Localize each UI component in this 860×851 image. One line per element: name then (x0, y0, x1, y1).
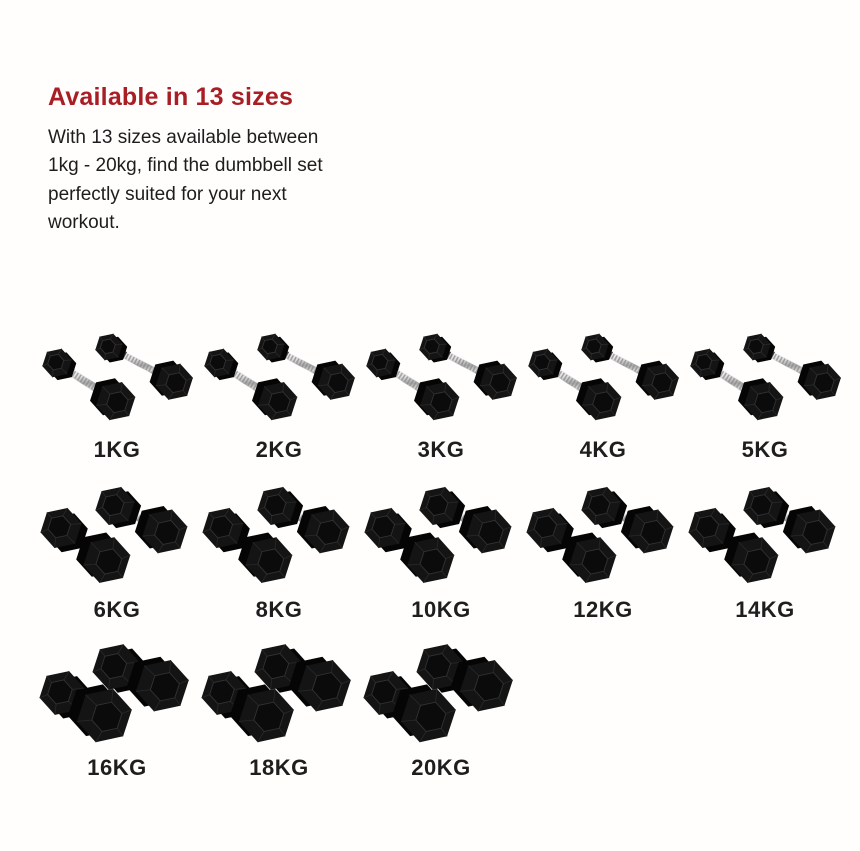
weight-label: 12KG (573, 597, 633, 622)
dumbbell-back (416, 643, 513, 712)
dumbbell-size-tile: 4KG (522, 330, 684, 463)
weight-label: 16KG (87, 755, 147, 780)
dumbbell-size-tile: 20KG (360, 643, 522, 781)
dumbbell-size-tile: 1KG (36, 330, 198, 463)
dumbbell-back (95, 333, 194, 401)
dumbbell-pair-illustration (198, 643, 360, 745)
sizes-row: 1KG 2KG 3KG 4KG 5KG (36, 330, 846, 463)
dumbbell-front (363, 670, 456, 743)
dumbbell-back (254, 643, 351, 712)
dumbbell-size-tile: 14KG (684, 478, 846, 623)
weight-label: 20KG (411, 755, 471, 780)
weight-label: 6KG (93, 597, 141, 622)
dumbbell-front (201, 670, 294, 743)
dumbbell-front (690, 348, 784, 421)
dumbbell-front (42, 348, 136, 421)
weight-label: 4KG (579, 437, 627, 462)
dumbbell-size-tile: 2KG (198, 330, 360, 463)
dumbbell-size-tile: 18KG (198, 643, 360, 781)
dumbbell-pair-illustration (199, 486, 359, 584)
dumbbell-back (581, 486, 674, 554)
sizes-row: 6KG 8KG 10KG 12KG 14KG (36, 478, 846, 623)
dumbbell-back (743, 333, 842, 401)
dumbbell-pair-illustration (37, 333, 197, 425)
intro-block: Available in 13 sizes With 13 sizes avai… (48, 83, 408, 238)
weight-label: 10KG (411, 597, 471, 622)
dumbbell-front (528, 348, 622, 421)
dumbbell-front (40, 507, 131, 584)
dumbbell-front (366, 348, 460, 421)
sizes-grid: 1KG 2KG 3KG 4KG 5KG 6KG 8KG 10KG 12KG 14KG 16KG 18K… (36, 330, 846, 781)
dumbbell-pair-illustration (685, 486, 845, 584)
intro-description: With 13 sizes available between 1kg - 20… (48, 126, 323, 234)
dumbbell-pair-illustration (37, 486, 197, 584)
dumbbell-back (92, 643, 189, 712)
dumbbell-front (526, 507, 617, 584)
available-sizes-heading: Available in 13 sizes (48, 83, 294, 111)
dumbbell-size-tile: 16KG (36, 643, 198, 781)
dumbbell-front (204, 348, 298, 421)
dumbbell-front (364, 507, 455, 584)
dumbbell-front (688, 507, 779, 584)
dumbbell-pair-illustration (361, 333, 521, 425)
dumbbell-back (581, 333, 680, 401)
dumbbell-pair-illustration (36, 643, 198, 745)
weight-label: 8KG (255, 597, 303, 622)
weight-label: 2KG (255, 437, 303, 462)
weight-label: 18KG (249, 755, 309, 780)
dumbbell-back (419, 486, 512, 554)
dumbbell-back (257, 333, 356, 401)
dumbbell-back (743, 486, 836, 554)
dumbbell-back (419, 333, 518, 401)
dumbbell-size-tile: 12KG (522, 478, 684, 623)
sizes-row: 16KG 18KG 20KG (36, 643, 846, 781)
dumbbell-front (202, 507, 293, 584)
dumbbell-pair-illustration (360, 643, 522, 745)
dumbbell-size-tile: 6KG (36, 478, 198, 623)
weight-label: 3KG (417, 437, 465, 462)
dumbbell-front (39, 670, 132, 743)
dumbbell-size-tile: 8KG (198, 478, 360, 623)
dumbbell-pair-illustration (523, 333, 683, 425)
dumbbell-size-tile: 3KG (360, 330, 522, 463)
weight-label: 5KG (741, 437, 789, 462)
weight-label: 14KG (735, 597, 795, 622)
weight-label: 1KG (93, 437, 141, 462)
dumbbell-pair-illustration (199, 333, 359, 425)
dumbbell-pair-illustration (361, 486, 521, 584)
dumbbell-pair-illustration (523, 486, 683, 584)
dumbbell-back (257, 486, 350, 554)
dumbbell-pair-illustration (685, 333, 845, 425)
dumbbell-back (95, 486, 188, 554)
dumbbell-size-tile: 10KG (360, 478, 522, 623)
dumbbell-size-tile: 5KG (684, 330, 846, 463)
